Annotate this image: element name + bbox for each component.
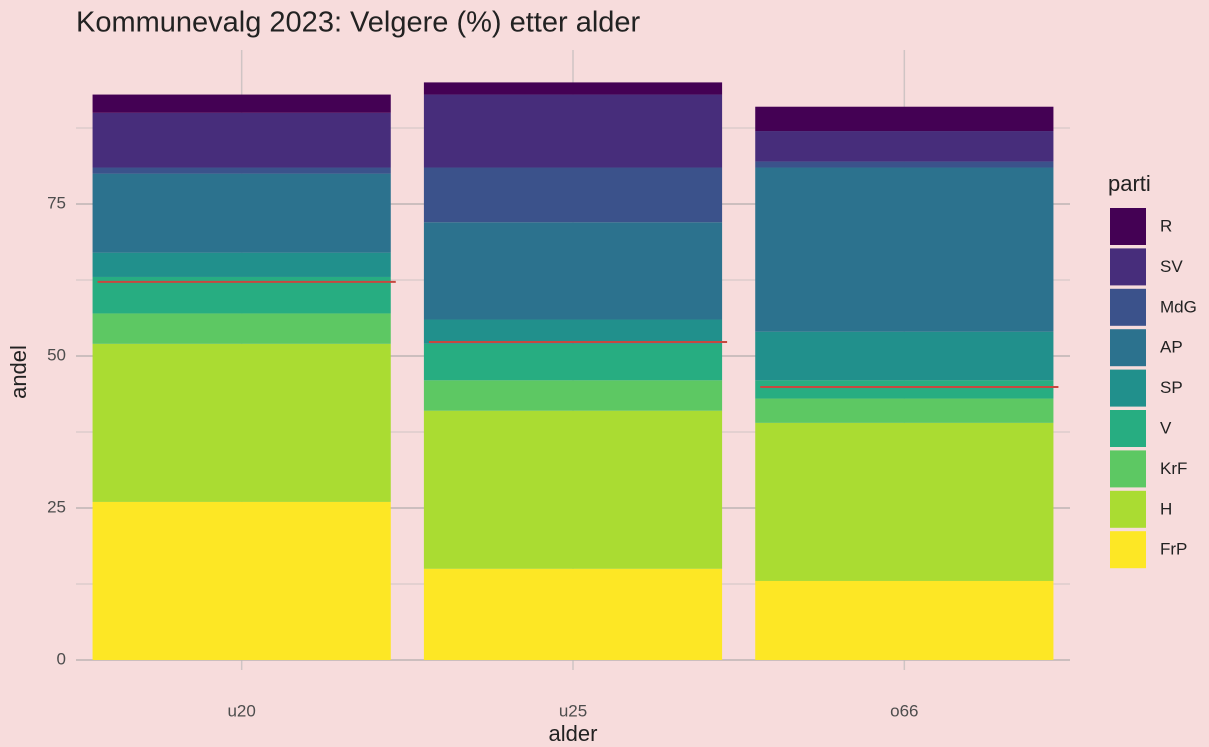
x-tick-label: o66 — [890, 701, 918, 720]
bar-segment — [92, 94, 391, 113]
bar-segment — [92, 313, 391, 344]
legend-label: R — [1160, 216, 1172, 235]
bar-segment — [92, 343, 391, 502]
legend-title: parti — [1108, 171, 1151, 196]
legend-key — [1110, 490, 1146, 528]
bar-segment — [423, 167, 723, 223]
y-tick-label: 50 — [47, 345, 66, 364]
bar-segment — [755, 161, 1054, 168]
legend-label: KrF — [1160, 459, 1187, 478]
legend-key — [1110, 248, 1146, 286]
bar-segment — [92, 173, 391, 253]
legend-key — [1110, 369, 1146, 407]
bar-segment — [755, 422, 1054, 581]
bar-segment — [423, 222, 723, 320]
bar-segment — [92, 276, 391, 314]
bar-segment — [755, 167, 1054, 332]
legend-key — [1110, 329, 1146, 367]
legend-label: H — [1160, 499, 1172, 518]
bar-segment — [92, 167, 391, 174]
bar-segment — [423, 380, 723, 411]
y-tick-label: 75 — [47, 193, 66, 212]
bar-segment — [423, 82, 723, 95]
legend-label: MdG — [1160, 297, 1197, 316]
legend-key — [1110, 410, 1146, 447]
bar-segment — [423, 568, 723, 660]
x-axis-label: alder — [549, 721, 598, 746]
legend-label: FrP — [1160, 540, 1187, 559]
bar-segment — [423, 319, 723, 344]
legend-label: AP — [1160, 338, 1183, 357]
bar-segment — [423, 410, 723, 569]
bar-segment — [755, 106, 1054, 132]
bar-segment — [423, 343, 723, 381]
bar-segment — [755, 131, 1054, 162]
x-tick-label: u20 — [227, 701, 255, 720]
bar-segment — [755, 398, 1054, 423]
y-axis-label: andel — [6, 345, 31, 399]
legend-label: SP — [1160, 378, 1183, 397]
legend-label: V — [1160, 418, 1172, 437]
x-tick-label: u25 — [559, 701, 587, 720]
legend-key — [1110, 531, 1146, 569]
bar-segment — [92, 252, 391, 277]
legend-key — [1110, 288, 1146, 326]
legend-key — [1110, 450, 1146, 488]
y-tick-label: 0 — [57, 649, 66, 668]
bar-segment — [755, 331, 1054, 381]
bar-segment — [92, 112, 391, 168]
legend-label: SV — [1160, 257, 1183, 276]
y-tick-label: 25 — [47, 497, 66, 516]
chart-title: Kommunevalg 2023: Velgere (%) etter alde… — [76, 7, 641, 39]
legend-key — [1110, 208, 1146, 245]
bar-segment — [755, 580, 1054, 660]
bar-segment — [92, 501, 391, 660]
bar-segment — [423, 94, 723, 168]
bar-segment — [755, 380, 1054, 399]
